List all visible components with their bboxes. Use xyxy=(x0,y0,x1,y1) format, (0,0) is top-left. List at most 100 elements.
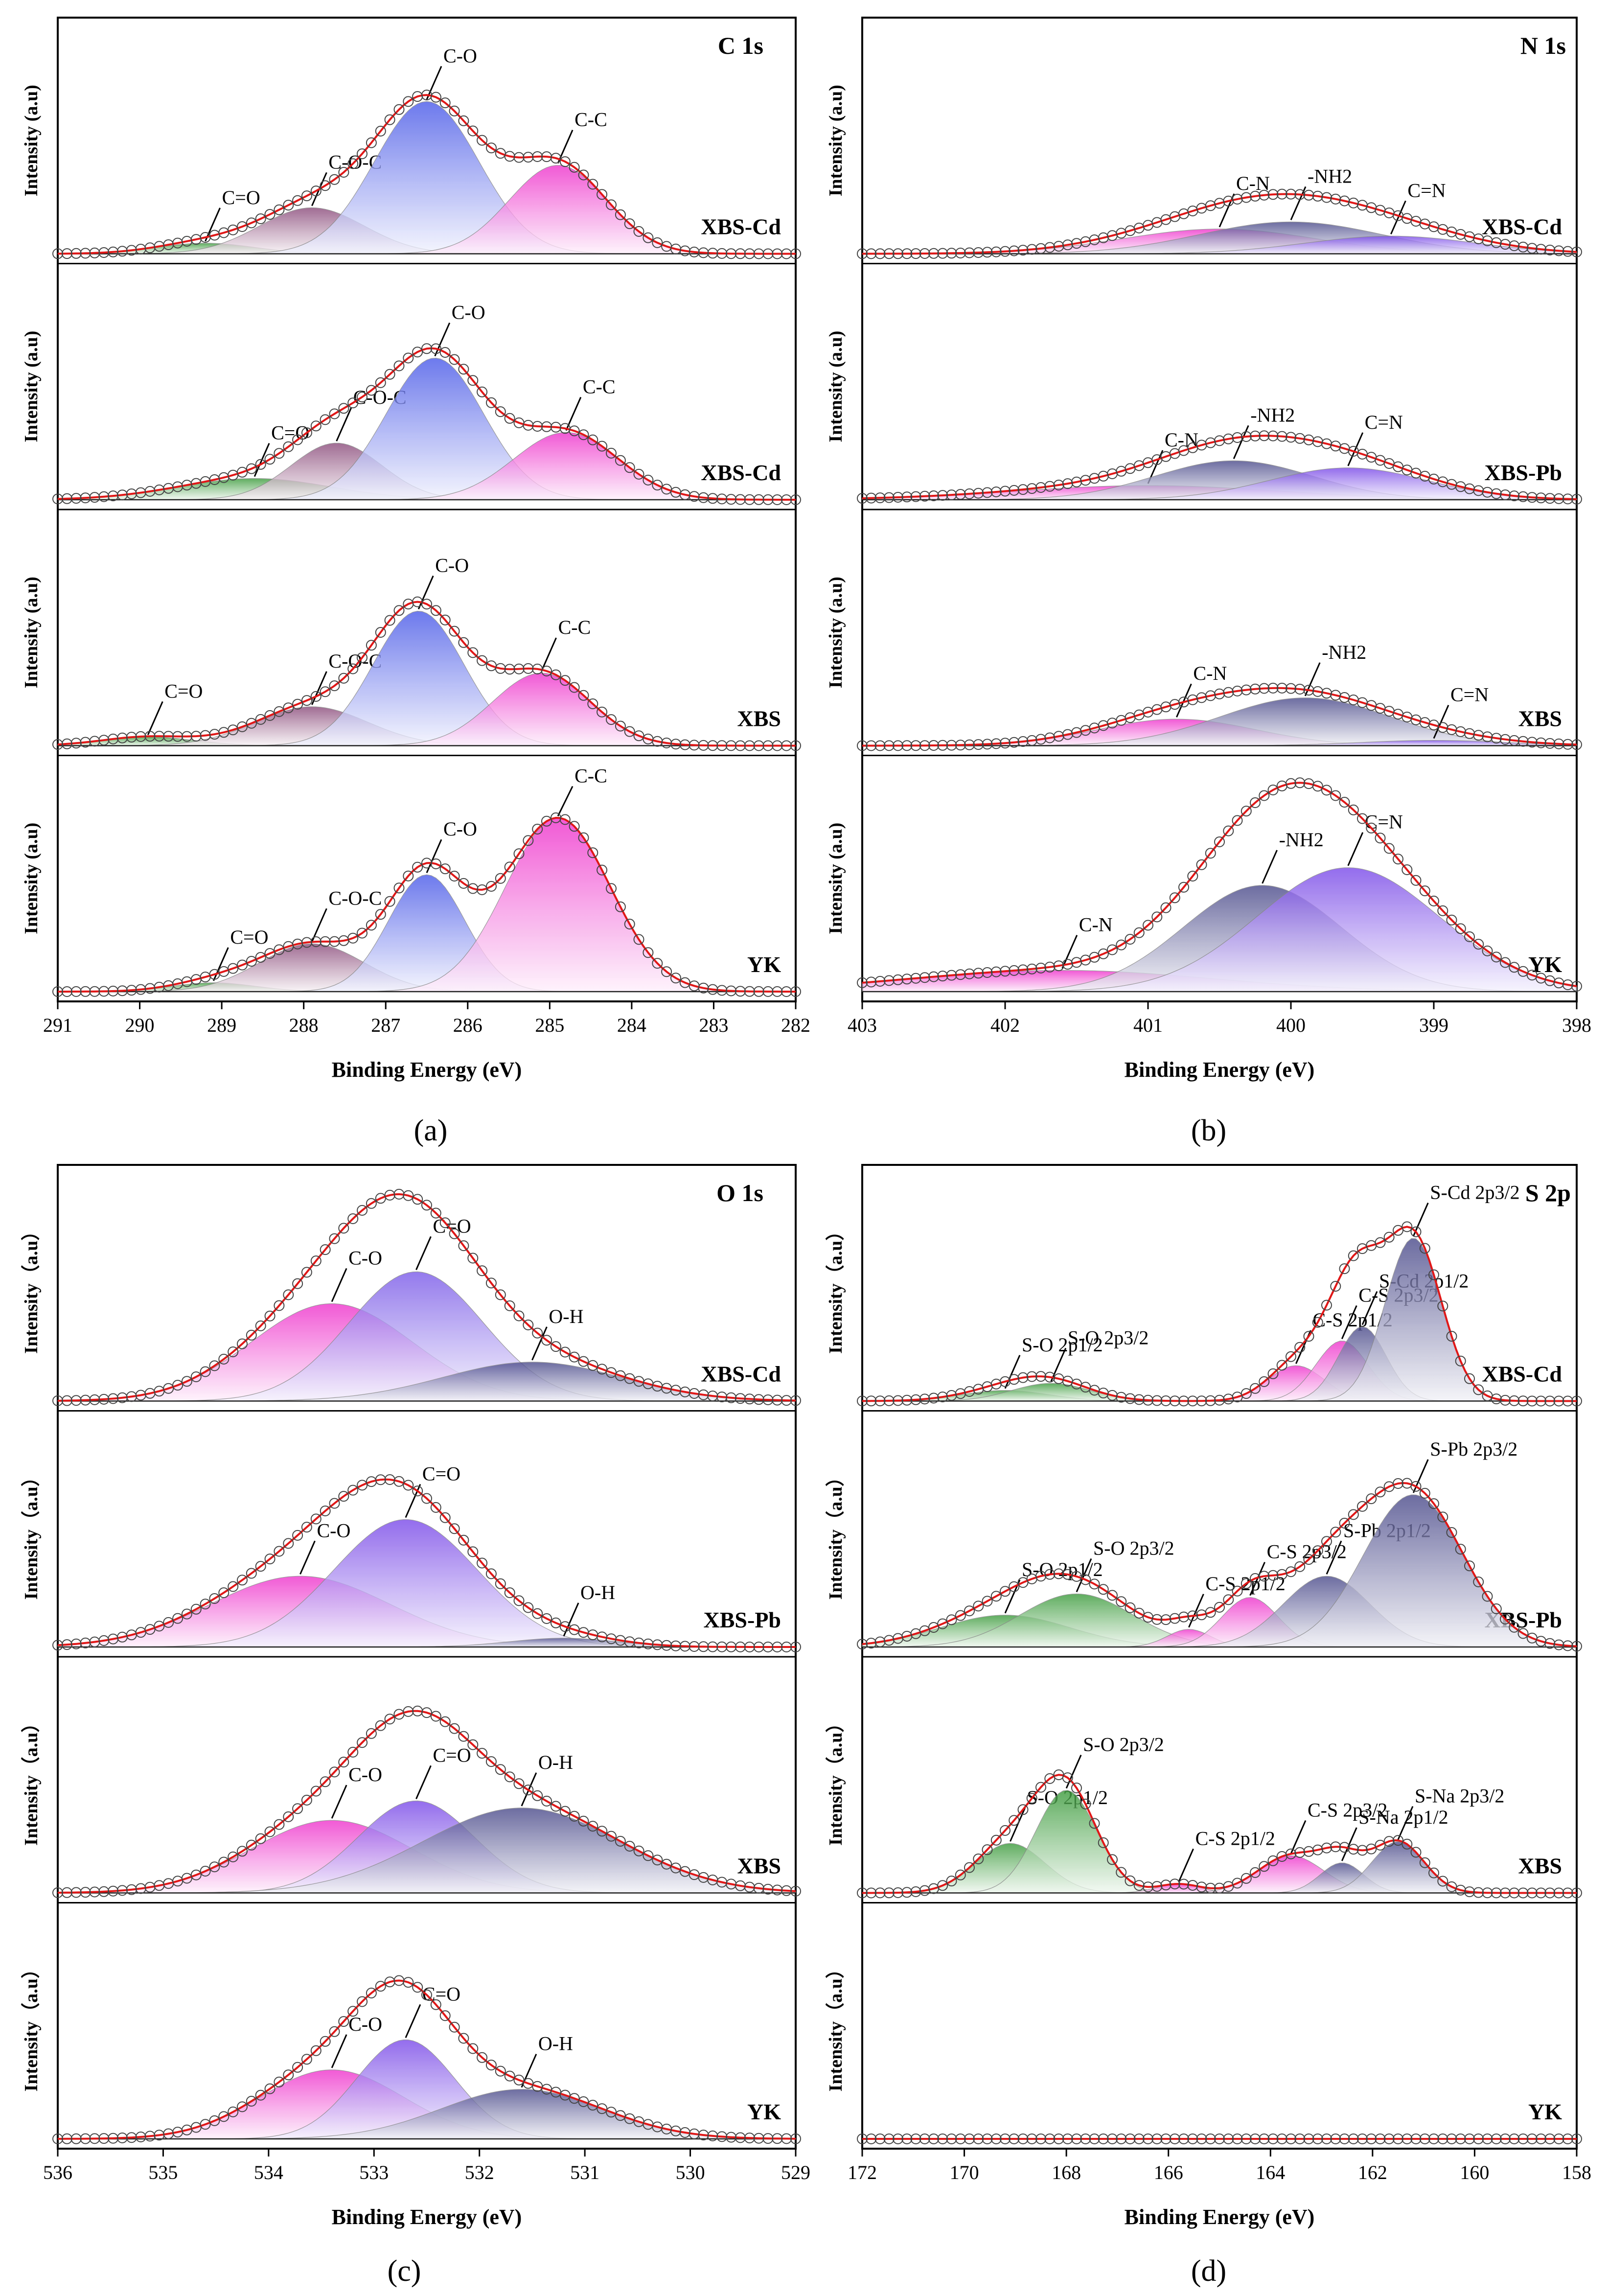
data-point xyxy=(1446,2134,1457,2144)
x-tick-label: 531 xyxy=(570,2161,599,2183)
component-label: S-Cd 2p3/2 xyxy=(1430,1182,1519,1204)
data-point xyxy=(1026,244,1037,255)
data-point xyxy=(569,682,580,693)
subplot-xbs-pb: Intensity (a.u)XBS-PbC-N-NH2 C=N xyxy=(826,263,1582,505)
data-point xyxy=(1133,927,1145,938)
component-label: S-O 2p3/2 xyxy=(1083,1734,1164,1756)
data-point xyxy=(1187,1610,1198,1622)
data-point xyxy=(707,248,718,259)
data-point xyxy=(126,985,137,996)
data-point xyxy=(1517,1887,1529,1899)
data-point xyxy=(1500,239,1511,250)
data-point xyxy=(1133,1394,1145,1405)
data-point xyxy=(1009,485,1020,496)
data-point xyxy=(1571,246,1582,257)
data-point xyxy=(928,740,939,751)
data-point xyxy=(375,627,386,638)
component-label: C=O xyxy=(422,1983,460,2005)
data-point xyxy=(163,1383,174,1394)
data-point xyxy=(264,1826,276,1837)
annotation-arrow xyxy=(1290,1820,1307,1855)
x-tick-label: 289 xyxy=(207,1014,236,1036)
data-point xyxy=(866,248,877,259)
data-point xyxy=(135,2132,146,2142)
annotation-arrow xyxy=(426,66,442,100)
data-point xyxy=(753,494,764,505)
component-label: C=N xyxy=(1365,811,1403,833)
fit-envelope xyxy=(862,1226,1577,1402)
data-point xyxy=(310,1255,322,1267)
data-point xyxy=(1348,1250,1359,1261)
data-point xyxy=(550,1801,561,1812)
data-point xyxy=(255,952,266,963)
data-point xyxy=(670,1862,681,1874)
data-point xyxy=(1062,2134,1073,2144)
data-point xyxy=(744,986,755,997)
data-point xyxy=(61,986,72,997)
data-point xyxy=(1303,1554,1314,1565)
data-point xyxy=(430,1999,441,2010)
y-axis-title: Intensity（a.u） xyxy=(21,1960,42,2091)
data-point xyxy=(1321,2134,1332,2144)
data-point xyxy=(1196,1395,1207,1407)
data-point xyxy=(403,96,414,107)
data-point xyxy=(652,1855,663,1866)
panel-c-title: O 1s xyxy=(716,1179,763,1206)
data-point xyxy=(857,740,868,751)
data-point xyxy=(1509,2134,1520,2144)
data-point xyxy=(1482,487,1493,498)
data-point xyxy=(1178,1611,1189,1623)
data-point xyxy=(874,1636,886,1647)
data-point xyxy=(347,397,359,409)
data-point xyxy=(1517,2134,1529,2144)
data-point xyxy=(1143,920,1153,931)
data-point xyxy=(108,1885,119,1897)
data-point xyxy=(310,2045,322,2056)
data-point xyxy=(946,740,957,751)
annotation-arrow xyxy=(1188,1594,1204,1628)
data-point xyxy=(190,731,202,742)
data-point xyxy=(928,1392,939,1404)
x-tick-label: 530 xyxy=(676,2161,705,2183)
panel-b-title: N 1s xyxy=(1520,32,1566,59)
data-point xyxy=(1357,2134,1368,2144)
data-point xyxy=(883,1395,895,1406)
data-point xyxy=(569,821,580,832)
data-point xyxy=(1526,492,1538,503)
data-point xyxy=(1401,1221,1413,1232)
data-point xyxy=(883,492,895,503)
data-point xyxy=(910,1886,921,1897)
data-point xyxy=(181,731,192,742)
data-point xyxy=(790,1642,801,1652)
data-point xyxy=(1223,2134,1234,2144)
component-label: C=N xyxy=(1365,411,1403,433)
data-point xyxy=(990,246,1002,257)
data-point xyxy=(61,1887,72,1898)
data-point xyxy=(587,434,598,445)
data-point xyxy=(679,1866,690,1877)
data-point xyxy=(412,1982,423,1993)
data-point xyxy=(597,1826,608,1837)
data-point xyxy=(329,174,340,185)
data-point xyxy=(1536,1887,1546,1899)
data-point xyxy=(237,466,248,478)
x-tick-label: 168 xyxy=(1052,2161,1081,2183)
annotation-arrow xyxy=(434,322,451,357)
data-point xyxy=(790,1885,801,1897)
y-axis-title: Intensity (a.u) xyxy=(21,577,42,688)
data-point xyxy=(857,2134,868,2144)
data-point xyxy=(901,740,913,751)
data-point xyxy=(52,1640,63,1651)
data-point xyxy=(772,1884,783,1896)
data-point xyxy=(762,1394,774,1405)
data-point xyxy=(1017,484,1029,495)
annotation-arrow xyxy=(299,1540,316,1575)
data-point xyxy=(1267,189,1279,200)
data-point xyxy=(1500,1394,1511,1406)
data-point xyxy=(1517,1395,1529,1407)
data-point xyxy=(1312,190,1323,202)
data-point xyxy=(467,375,479,386)
data-point xyxy=(357,1205,368,1216)
data-point xyxy=(716,740,728,751)
data-point xyxy=(597,1364,608,1375)
